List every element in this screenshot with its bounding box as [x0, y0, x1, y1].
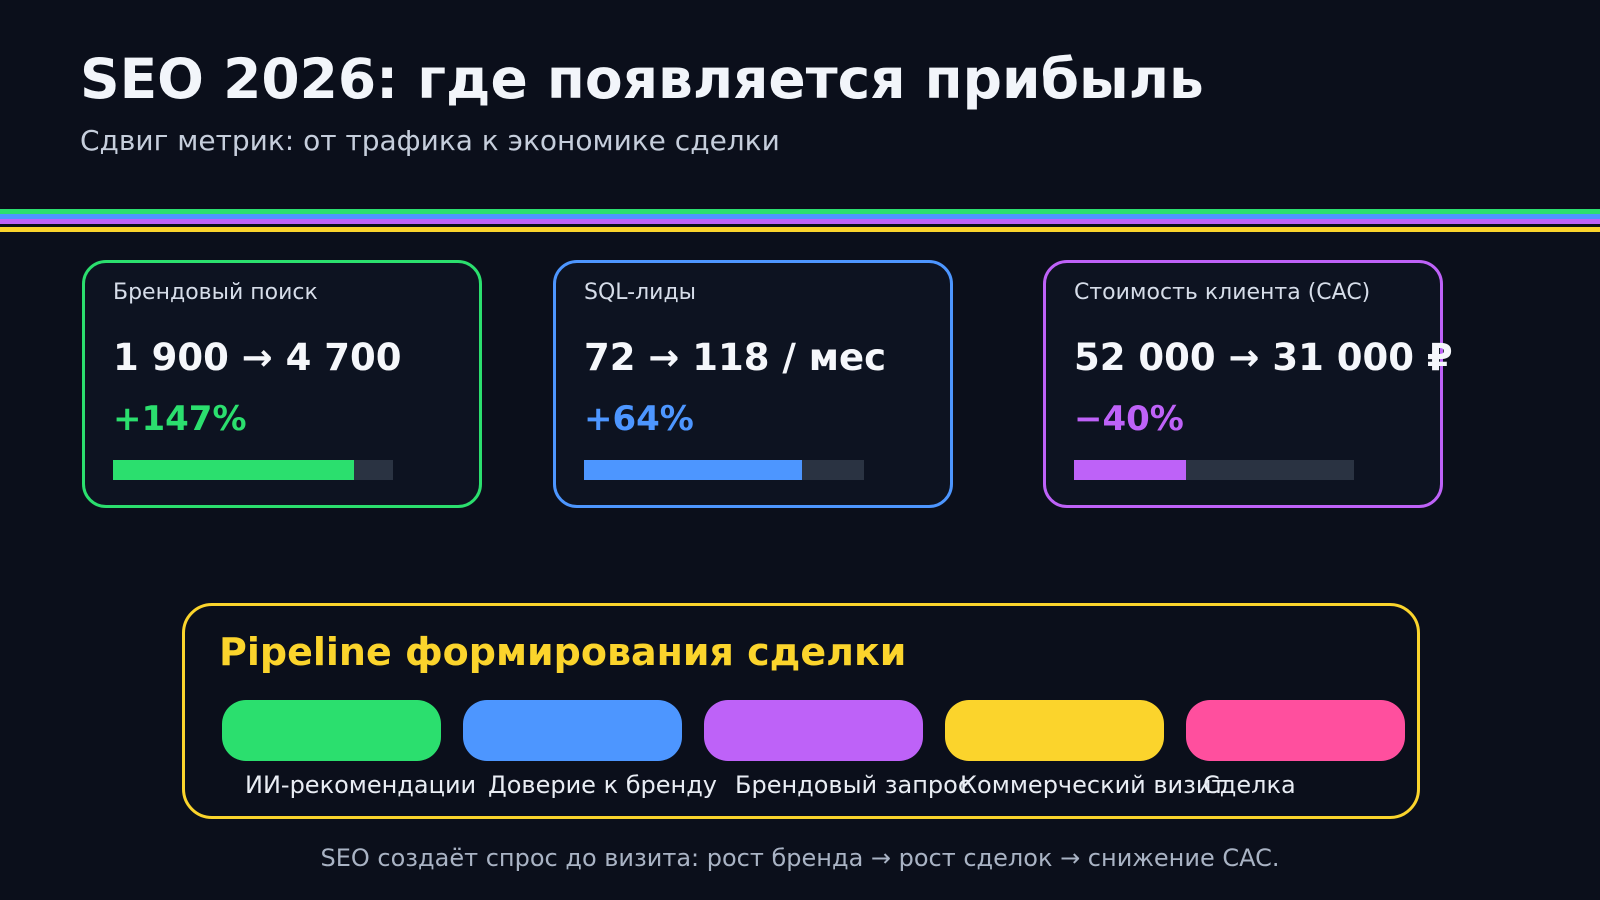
metric-card-sql-leads: SQL-лиды 72 → 118 / мес +64%: [553, 260, 953, 508]
metric-card-delta: −40%: [1074, 399, 1184, 439]
progress-track: [1074, 460, 1354, 480]
pipeline-panel: Pipeline формирования сделки ИИ-рекоменд…: [182, 603, 1420, 819]
metric-card-delta: +64%: [584, 399, 694, 439]
metric-card-delta: +147%: [113, 399, 247, 439]
metric-card-value: 52 000 → 31 000 ₽: [1074, 336, 1453, 379]
metric-card-label: Стоимость клиента (CAC): [1074, 280, 1371, 305]
stage-label-commercial-visit: Коммерческий визит: [960, 771, 1226, 799]
footer-note: SEO создаёт спрос до визита: рост бренда…: [320, 844, 1280, 872]
progress-track: [584, 460, 864, 480]
metric-card-cac: Стоимость клиента (CAC) 52 000 → 31 000 …: [1043, 260, 1453, 508]
metric-card-label: SQL-лиды: [584, 280, 697, 305]
divider-stripe-blue: [0, 214, 1600, 219]
metric-card-value: 1 900 → 4 700: [113, 336, 402, 379]
progress-track: [113, 460, 393, 480]
stage-pill-deal: [1186, 700, 1405, 761]
page-subtitle: Сдвиг метрик: от трафика к экономике сде…: [80, 124, 780, 157]
progress-fill: [584, 460, 803, 480]
metric-card-value: 72 → 118 / мес: [584, 336, 887, 379]
stage-pill-ai-recommendations: [222, 700, 441, 761]
stage-pill-commercial-visit: [945, 700, 1164, 761]
stage-label-brand-trust: Доверие к бренду: [488, 771, 717, 799]
stage-pill-brand-query: [704, 700, 923, 761]
stage-label-brand-query: Брендовый запрос: [735, 771, 972, 799]
progress-fill: [1074, 460, 1186, 480]
divider-stripe-yellow: [0, 227, 1600, 232]
pipeline-title: Pipeline формирования сделки: [219, 630, 907, 674]
divider-stripe-green: [0, 209, 1600, 214]
progress-fill: [113, 460, 354, 480]
metric-card-brand-search: Брендовый поиск 1 900 → 4 700 +147%: [82, 260, 482, 508]
divider-stripe-purple: [0, 219, 1600, 224]
metric-card-label: Брендовый поиск: [113, 280, 318, 305]
stage-label-deal: Сделка: [1203, 771, 1296, 799]
stage-pill-brand-trust: [463, 700, 682, 761]
stage-label-ai-recommendations: ИИ-рекомендации: [245, 771, 477, 799]
page-title: SEO 2026: где появляется прибыль: [80, 47, 1204, 111]
